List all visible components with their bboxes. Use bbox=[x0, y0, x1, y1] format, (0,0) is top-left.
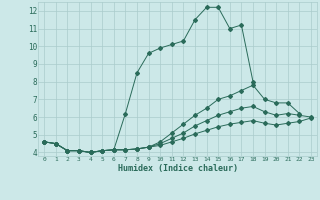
X-axis label: Humidex (Indice chaleur): Humidex (Indice chaleur) bbox=[118, 164, 238, 173]
